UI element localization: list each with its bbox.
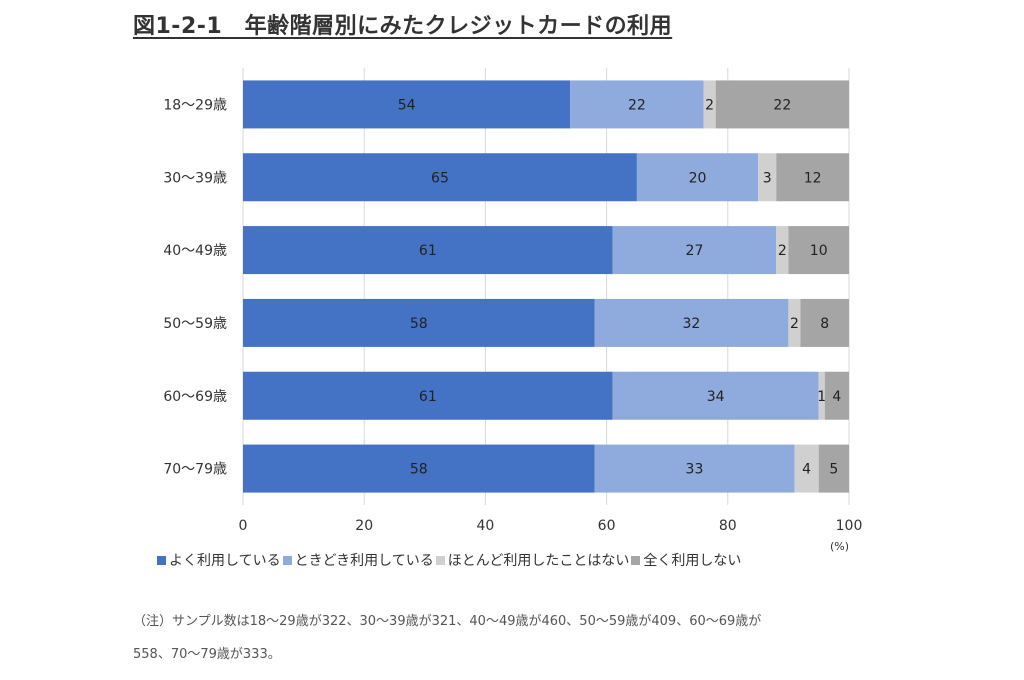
category-label: 70～79歳 <box>163 462 227 478</box>
data-label: 20 <box>689 170 707 186</box>
legend-swatch <box>435 555 445 565</box>
bar-segment <box>794 444 819 493</box>
data-label: 32 <box>683 316 701 332</box>
data-label: 22 <box>628 97 646 113</box>
data-label: 58 <box>410 462 428 478</box>
bar-segment <box>800 298 849 347</box>
x-tick-label: 60 <box>598 518 616 534</box>
bar-segment <box>788 298 801 347</box>
bar-segment <box>776 153 849 202</box>
x-tick-label: 80 <box>719 518 737 534</box>
bar-segment <box>594 298 789 347</box>
bar-segment <box>243 80 571 129</box>
bar-segment <box>243 444 595 493</box>
bar-segment <box>776 226 789 275</box>
data-label: 61 <box>419 389 437 405</box>
note-line-2: 558、70～79歳が333。 <box>133 647 281 662</box>
bar-segment <box>818 371 825 420</box>
data-label: 8 <box>820 316 829 332</box>
data-label: 5 <box>829 462 838 478</box>
bar-segment <box>758 153 777 202</box>
data-label: 4 <box>802 462 811 478</box>
data-label: 65 <box>431 170 449 186</box>
bar-segment <box>703 80 716 129</box>
bar-segment <box>243 226 613 275</box>
data-label: 1 <box>817 389 826 405</box>
data-label: 2 <box>790 316 799 332</box>
bar-segment <box>612 226 777 275</box>
legend-swatch <box>157 555 166 565</box>
figure-title: 図1-2-1 年齢階層別にみたクレジットカードの利用 <box>133 14 673 39</box>
data-label: 2 <box>778 243 787 259</box>
data-label: 2 <box>705 97 714 113</box>
note-line-1: （注）サンプル数は18～29歳が322、30～39歳が321、40～49歳が46… <box>133 614 762 629</box>
legend-label: ときどき利用している <box>294 553 434 569</box>
x-tick-label: 100 <box>836 518 863 534</box>
x-tick-label: 20 <box>355 518 373 534</box>
legend-swatch <box>631 555 641 565</box>
data-label: 54 <box>398 97 416 113</box>
bar-segment <box>243 298 595 347</box>
unit-label: (%) <box>830 540 850 553</box>
category-label: 18～29歳 <box>163 97 227 113</box>
bar-segment <box>715 80 849 129</box>
bar-segment <box>594 444 795 493</box>
bar-segment <box>818 444 849 493</box>
legend-label: 全く利用しない <box>643 553 742 569</box>
data-label: 58 <box>410 316 428 332</box>
category-label: 30～39歳 <box>163 170 227 186</box>
x-tick-label: 40 <box>476 518 494 534</box>
category-label: 60～69歳 <box>163 389 227 405</box>
category-label: 50～59歳 <box>163 316 227 332</box>
data-label: 22 <box>773 97 791 113</box>
data-label: 34 <box>707 389 725 405</box>
data-label: 10 <box>810 243 828 259</box>
data-label: 4 <box>832 389 841 405</box>
legend-swatch <box>282 555 292 565</box>
data-label: 27 <box>686 243 704 259</box>
bar-segment <box>570 80 704 129</box>
category-label: 40～49歳 <box>163 243 227 259</box>
bar-segment <box>636 153 759 202</box>
data-label: 12 <box>804 170 822 186</box>
data-label: 61 <box>419 243 437 259</box>
bar-segment <box>824 371 849 420</box>
legend-label: ほとんど利用したことはない <box>447 553 630 569</box>
bar-segment <box>243 371 613 420</box>
bar-segment <box>243 153 637 202</box>
bar-segment <box>788 226 849 275</box>
legend-label: よく利用している <box>169 553 281 569</box>
x-tick-label: 0 <box>239 518 248 534</box>
legend: よく利用している ときどき利用している ほとんど利用したことはない 全く利用しない <box>155 550 741 570</box>
data-label: 3 <box>763 170 772 186</box>
bar-segment <box>612 371 819 420</box>
data-label: 33 <box>686 462 704 478</box>
